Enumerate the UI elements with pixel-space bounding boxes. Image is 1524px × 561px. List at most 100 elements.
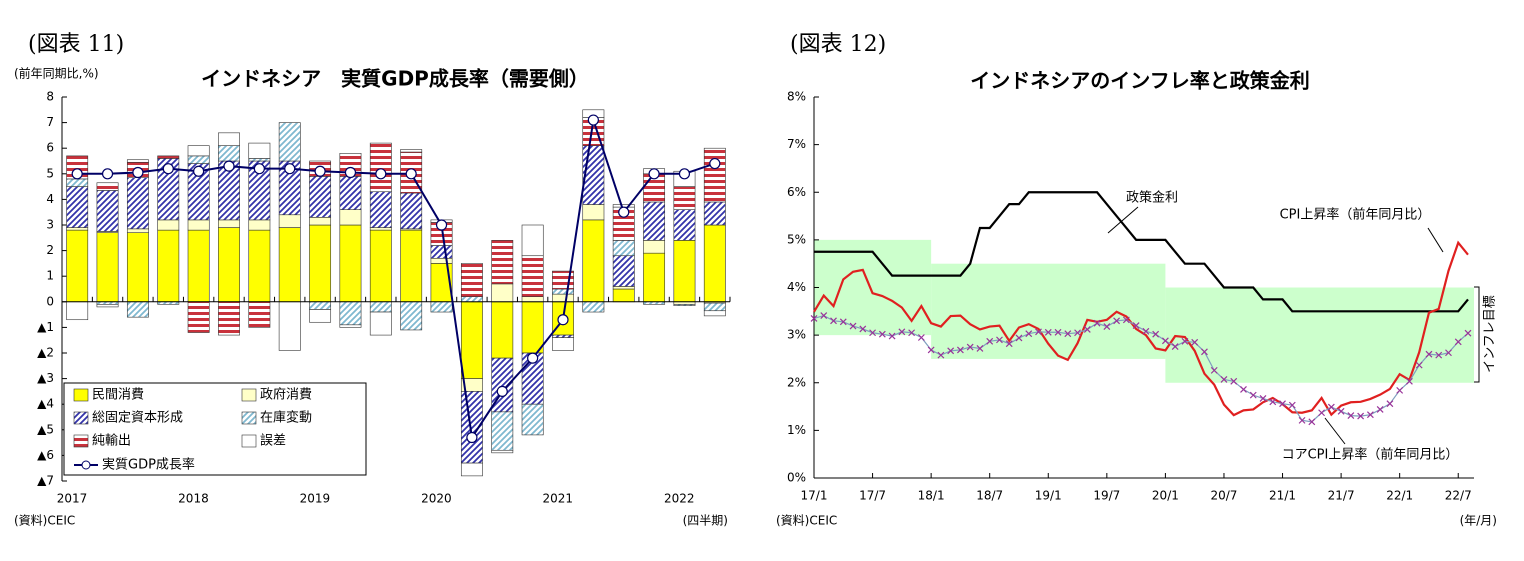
line-marker [859, 325, 867, 333]
bar-segment [339, 209, 362, 226]
line-marker [557, 314, 569, 326]
y-tick-label: 4% [787, 280, 806, 294]
bar-segment [218, 301, 240, 336]
line-marker [1298, 416, 1306, 424]
y-tick-label: 6 [46, 141, 54, 155]
bar-segment [643, 240, 666, 254]
bar-segment [369, 229, 392, 303]
bar-segment [400, 301, 423, 331]
bar-segment [491, 449, 514, 454]
legend-swatch [81, 460, 91, 470]
line-marker [1054, 328, 1062, 336]
line-marker [1357, 412, 1365, 420]
y-tick-label: ▲3 [37, 371, 54, 385]
line [813, 240, 1469, 417]
annotation-arrow [1107, 206, 1139, 234]
x-tick-label: 20/1 [1152, 489, 1179, 503]
line-marker [1181, 337, 1189, 345]
bar-segment [521, 255, 544, 297]
bar-segment [187, 155, 210, 164]
y-tick-label: 0% [787, 471, 806, 485]
line-marker [1015, 334, 1023, 342]
line-marker [849, 322, 857, 330]
line-marker [1415, 361, 1423, 369]
x-tick-label: 2018 [178, 492, 209, 506]
y-tick-label: 4 [46, 192, 54, 206]
bar-segment [96, 182, 119, 191]
line-marker [1425, 350, 1433, 358]
bar-segment [643, 252, 666, 303]
x-tick-label: 17/7 [859, 489, 886, 503]
line-marker [1152, 330, 1160, 338]
line-marker [1240, 385, 1247, 393]
bar-segment [521, 296, 544, 303]
line-marker [375, 168, 387, 180]
bar-segment [582, 204, 605, 221]
line-marker [193, 165, 205, 177]
bar-segment [96, 304, 119, 308]
line-marker [618, 206, 630, 218]
line-marker [1230, 377, 1238, 385]
bar-segment [673, 240, 696, 303]
x-tick-label: 22/7 [1445, 489, 1472, 503]
line-marker [1142, 327, 1150, 335]
y-tick-label: 5% [787, 232, 806, 246]
line-marker [1318, 409, 1326, 417]
legend-label: 政府消費 [260, 388, 312, 403]
x-tick-label: 2020 [421, 492, 452, 506]
line-marker [1396, 386, 1404, 394]
y-tick-label: ▲2 [37, 346, 54, 360]
bar-segment [430, 257, 453, 264]
bar-segment [673, 209, 696, 241]
bar-segment [248, 301, 271, 328]
annotation-arrow [1324, 417, 1346, 445]
bar-segment [96, 190, 119, 232]
y-tick-label: 0 [46, 294, 54, 308]
line-marker [1366, 411, 1374, 419]
legend-swatch [241, 434, 257, 448]
bar-segment [612, 255, 635, 287]
line-marker [496, 385, 508, 397]
y-tick-label: 5 [46, 166, 54, 180]
bar-segment [309, 224, 332, 303]
x-tick-label: 19/1 [1035, 489, 1062, 503]
y-tick-label: 8 [46, 90, 54, 104]
line-marker [898, 328, 906, 336]
y-tick-label: ▲6 [37, 448, 54, 462]
annotation: 政策金利 [1126, 190, 1178, 206]
line-marker [947, 347, 955, 355]
line-marker [1113, 317, 1121, 325]
bar-segment [66, 178, 89, 187]
bar-segment [339, 176, 362, 210]
legend-swatch [241, 411, 257, 425]
line-marker [223, 160, 235, 172]
figure-label: (図表 11) [28, 32, 124, 57]
line-marker [1249, 391, 1257, 399]
bar-segment [96, 232, 119, 303]
bar-segment [612, 286, 635, 290]
y-tick-label: 1% [787, 423, 806, 437]
x-tick-label: 18/7 [976, 489, 1003, 503]
bar-segment [278, 301, 301, 351]
band-bracket [1474, 286, 1480, 383]
line-marker [1044, 328, 1052, 336]
line-marker [344, 166, 357, 179]
legend-swatch [73, 388, 89, 402]
line-marker [1454, 338, 1462, 346]
line-marker [976, 345, 984, 352]
bar-segment [126, 177, 149, 230]
bar-segment [278, 214, 301, 228]
y-tick-label: 8% [787, 90, 806, 104]
bar-segment [278, 227, 301, 303]
bar-segment [369, 301, 392, 313]
bar-segment [309, 176, 332, 218]
legend-label: 民間消費 [92, 388, 144, 403]
bar-segment [703, 302, 726, 312]
bar-segment [369, 311, 392, 336]
bar-segment [400, 149, 423, 153]
line-marker [527, 352, 539, 364]
x-tick-label: 2021 [543, 492, 574, 506]
line-marker [587, 114, 599, 126]
bar-segment [157, 229, 180, 303]
